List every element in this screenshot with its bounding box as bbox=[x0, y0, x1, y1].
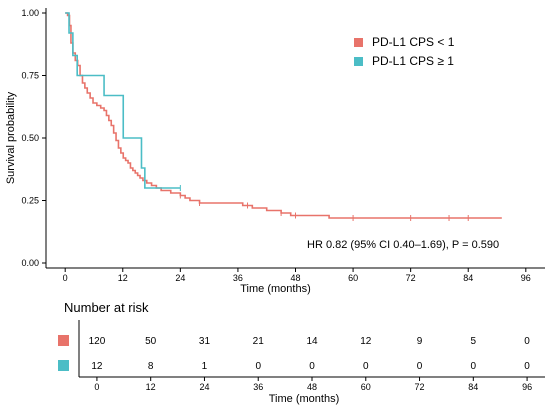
y-tick-label: 0.75 bbox=[21, 71, 39, 81]
km-plot: 0 12 24 36 48 60 72 84 96 0.00 0.25 0.50 0.75 1.00 Tim… bbox=[5, 8, 545, 295]
risk-x-tick-label: 84 bbox=[468, 382, 478, 392]
risk-count: 0 bbox=[471, 361, 477, 372]
risk-group-swatch bbox=[58, 335, 69, 346]
x-tick-label: 84 bbox=[463, 273, 473, 283]
x-axis-title: Time (months) bbox=[240, 283, 311, 295]
legend-swatch bbox=[354, 38, 363, 47]
x-tick-label: 0 bbox=[63, 273, 68, 283]
legend-label: PD-L1 CPS < 1 bbox=[372, 35, 455, 49]
risk-count: 0 bbox=[524, 361, 530, 372]
risk-count: 21 bbox=[253, 336, 265, 347]
legend-swatch bbox=[354, 57, 363, 66]
risk-count: 0 bbox=[417, 361, 423, 372]
hazard-ratio-annotation: HR 0.82 (95% CI 0.40–1.69), P = 0.590 bbox=[307, 239, 499, 251]
risk-count: 31 bbox=[199, 336, 211, 347]
risk-table-title: Number at risk bbox=[64, 300, 149, 315]
risk-count: 0 bbox=[309, 361, 315, 372]
x-tick-label: 48 bbox=[290, 273, 300, 283]
risk-x-axis-title: Time (months) bbox=[269, 393, 340, 405]
risk-x-tick-label: 0 bbox=[94, 382, 99, 392]
risk-count: 120 bbox=[89, 336, 106, 347]
risk-x-tick-label: 72 bbox=[415, 382, 425, 392]
risk-count: 5 bbox=[471, 336, 477, 347]
risk-x-tick-label: 24 bbox=[199, 382, 209, 392]
risk-count: 0 bbox=[524, 336, 530, 347]
x-tick-label: 36 bbox=[233, 273, 243, 283]
x-tick-label: 24 bbox=[175, 273, 185, 283]
risk-count: 50 bbox=[145, 336, 157, 347]
y-tick-label: 0.25 bbox=[21, 196, 39, 206]
survival-curve-cps-lt-1 bbox=[65, 12, 502, 219]
y-tick-label: 1.00 bbox=[21, 8, 39, 18]
risk-x-tick-label: 36 bbox=[253, 382, 263, 392]
risk-x-tick-label: 96 bbox=[522, 382, 532, 392]
risk-count: 8 bbox=[148, 361, 154, 372]
risk-count: 9 bbox=[417, 336, 423, 347]
y-tick-label: 0.00 bbox=[21, 258, 39, 268]
risk-x-tick-label: 48 bbox=[307, 382, 317, 392]
risk-count: 0 bbox=[255, 361, 261, 372]
risk-count: 0 bbox=[363, 361, 369, 372]
y-tick-label: 0.50 bbox=[21, 133, 39, 143]
risk-count: 1 bbox=[202, 361, 208, 372]
y-axis-title: Survival probability bbox=[5, 91, 17, 184]
legend-label: PD-L1 CPS ≥ 1 bbox=[372, 54, 454, 68]
risk-count: 12 bbox=[91, 361, 103, 372]
risk-x-tick-label: 12 bbox=[146, 382, 156, 392]
x-tick-label: 96 bbox=[521, 273, 531, 283]
x-tick-label: 12 bbox=[118, 273, 128, 283]
x-tick-label: 72 bbox=[406, 273, 416, 283]
risk-x-tick-label: 60 bbox=[361, 382, 371, 392]
risk-count: 12 bbox=[360, 336, 372, 347]
x-tick-label: 60 bbox=[348, 273, 358, 283]
survival-curve-cps-ge-1 bbox=[65, 12, 181, 189]
risk-count: 14 bbox=[306, 336, 318, 347]
risk-group-swatch bbox=[58, 360, 69, 371]
